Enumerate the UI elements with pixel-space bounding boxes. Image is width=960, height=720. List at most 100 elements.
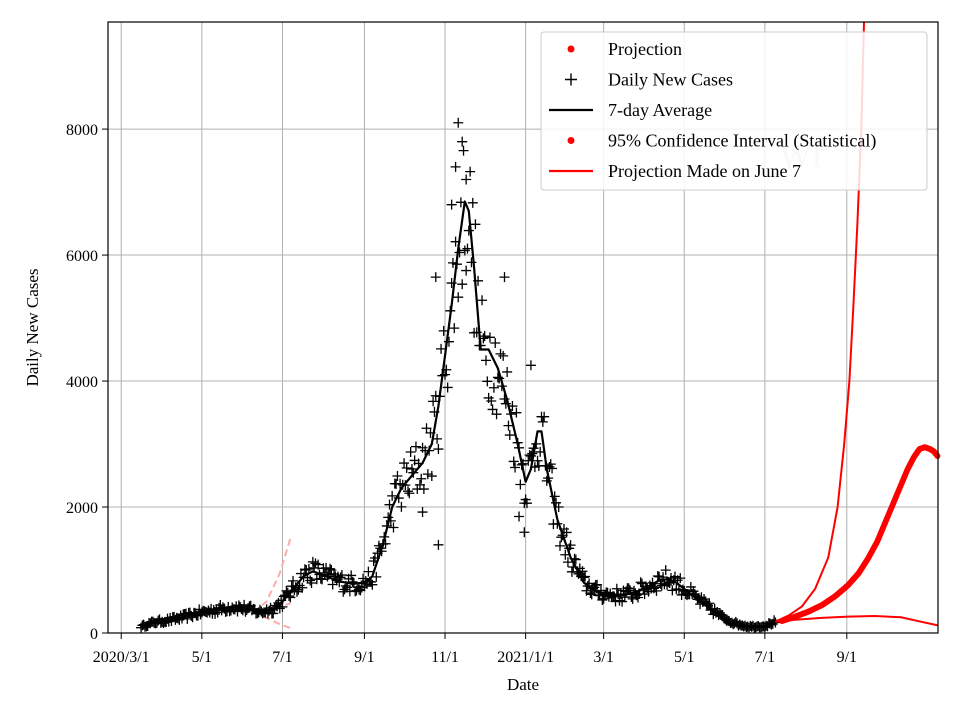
daily-case-point bbox=[500, 398, 511, 409]
x-tick-label: 11/1 bbox=[431, 649, 459, 666]
daily-case-point bbox=[317, 574, 328, 585]
daily-case-point bbox=[482, 376, 493, 387]
daily-case-point bbox=[449, 323, 460, 334]
daily-case-point bbox=[428, 396, 439, 407]
plot-frame bbox=[107, 21, 939, 634]
daily-case-point bbox=[291, 586, 302, 597]
legend-label: 95% Confidence Interval (Statistical) bbox=[608, 131, 876, 152]
daily-case-point bbox=[648, 583, 659, 594]
daily-case-point bbox=[539, 411, 550, 422]
daily-case-point bbox=[459, 245, 470, 256]
daily-case-point bbox=[597, 594, 608, 605]
daily-case-point bbox=[462, 243, 473, 254]
daily-case-point bbox=[310, 558, 321, 569]
daily-case-point bbox=[498, 350, 509, 361]
daily-case-point bbox=[454, 247, 465, 258]
daily-case-point bbox=[466, 257, 477, 268]
x-axis-title: Date bbox=[507, 675, 539, 694]
x-tick-label: 5/1 bbox=[192, 649, 212, 666]
daily-case-point bbox=[426, 471, 437, 482]
daily-case-point bbox=[470, 219, 481, 230]
legend-dot-marker bbox=[567, 45, 575, 53]
daily-case-point bbox=[479, 331, 490, 342]
seven-day-average-line bbox=[140, 200, 776, 628]
daily-case-point bbox=[385, 515, 396, 526]
daily-case-point bbox=[458, 145, 469, 156]
legend-box bbox=[540, 31, 928, 191]
daily-case-point bbox=[457, 136, 468, 147]
x-tick-label: 5/1 bbox=[674, 649, 694, 666]
daily-case-point bbox=[395, 478, 406, 489]
daily-case-point bbox=[457, 279, 468, 290]
daily-case-point bbox=[387, 490, 398, 501]
june7-projection-branch bbox=[252, 538, 292, 613]
daily-case-point bbox=[561, 527, 572, 538]
data-layer bbox=[136, 21, 941, 633]
ci-upper-line bbox=[774, 21, 865, 623]
y-tick-label: 4000 bbox=[66, 374, 98, 391]
ci-lower-line bbox=[775, 614, 939, 627]
daily-case-point bbox=[488, 382, 499, 393]
daily-case-point bbox=[463, 225, 474, 236]
daily-case-point bbox=[514, 511, 525, 522]
daily-case-point bbox=[433, 539, 444, 550]
legend: Projection Daily New Cases 7-day Average 95… bbox=[540, 31, 928, 191]
daily-case-point bbox=[651, 585, 662, 596]
daily-case-point bbox=[652, 571, 663, 582]
daily-case-point bbox=[547, 463, 558, 474]
daily-case-point bbox=[347, 576, 358, 587]
daily-case-point bbox=[477, 295, 488, 306]
x-tick-label: 9/1 bbox=[354, 649, 374, 666]
daily-case-point bbox=[617, 596, 628, 607]
daily-case-point bbox=[521, 498, 532, 509]
daily-case-point bbox=[404, 488, 415, 499]
daily-case-point bbox=[537, 416, 548, 427]
y-axis-title: Daily New Cases bbox=[23, 268, 42, 386]
daily-case-point bbox=[403, 486, 414, 497]
daily-case-point bbox=[438, 325, 449, 336]
daily-case-point bbox=[486, 395, 497, 406]
daily-case-point bbox=[354, 584, 365, 595]
daily-case-point bbox=[418, 484, 429, 495]
daily-case-point bbox=[495, 348, 506, 359]
daily-case-point bbox=[675, 573, 686, 584]
legend-dot-marker bbox=[567, 137, 575, 144]
daily-case-point bbox=[656, 580, 667, 591]
daily-case-point bbox=[405, 446, 416, 457]
y-tick-label: 8000 bbox=[66, 122, 98, 139]
daily-case-point bbox=[484, 332, 495, 343]
daily-case-point bbox=[442, 382, 453, 393]
daily-case-point bbox=[555, 540, 566, 551]
daily-case-point bbox=[461, 174, 472, 185]
daily-case-point bbox=[467, 197, 478, 208]
daily-case-point bbox=[416, 473, 427, 484]
june7-projection-branch bbox=[253, 611, 291, 629]
legend-plus-marker bbox=[565, 73, 577, 86]
daily-case-point bbox=[586, 589, 597, 600]
legend-label: Projection Made on June 7 bbox=[608, 161, 801, 181]
daily-case-point bbox=[453, 292, 464, 303]
daily-case-point bbox=[396, 501, 407, 512]
daily-case-point bbox=[430, 272, 441, 283]
daily-case-point bbox=[313, 559, 324, 570]
legend-label: Projection bbox=[608, 39, 682, 59]
daily-case-point bbox=[577, 566, 588, 577]
x-tick-label: 2021/1/1 bbox=[497, 649, 554, 666]
daily-case-point bbox=[490, 337, 501, 348]
x-tick-label: 2020/3/1 bbox=[93, 649, 150, 666]
daily-case-point bbox=[515, 479, 526, 490]
daily-case-point bbox=[392, 471, 403, 482]
x-tick-label: 3/1 bbox=[593, 649, 613, 666]
daily-case-point bbox=[277, 601, 288, 612]
daily-case-point bbox=[562, 557, 573, 568]
daily-case-point bbox=[519, 527, 530, 538]
daily-case-point bbox=[503, 420, 514, 431]
daily-case-point bbox=[346, 570, 357, 581]
daily-case-point bbox=[363, 566, 374, 577]
daily-case-point bbox=[301, 564, 312, 575]
daily-case-point bbox=[453, 117, 464, 128]
daily-case-point bbox=[491, 409, 502, 420]
daily-case-point bbox=[305, 575, 316, 586]
legend-label: Daily New Cases bbox=[608, 70, 733, 90]
daily-case-point bbox=[511, 407, 522, 418]
